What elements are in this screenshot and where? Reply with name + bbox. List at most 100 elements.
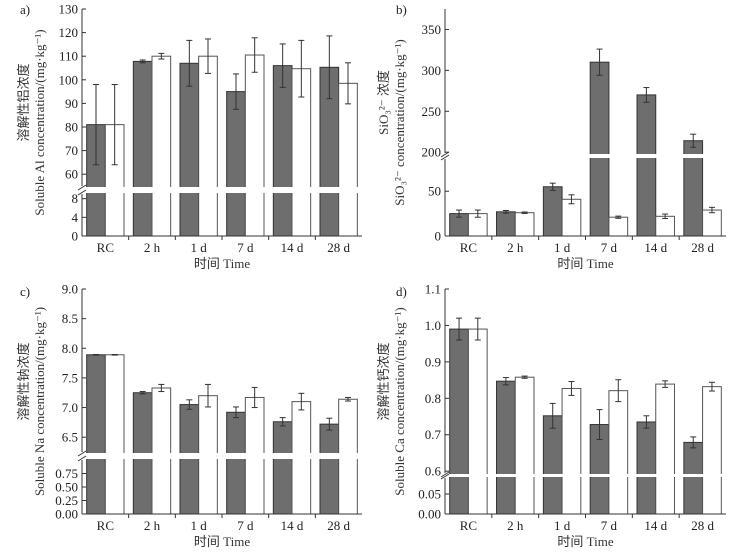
- bar-white-1: [151, 387, 172, 515]
- y-tick-label: 70: [65, 143, 78, 158]
- bar-white-2: [561, 198, 582, 237]
- axis-break-mark: [440, 151, 450, 158]
- y-tick-label: 80: [65, 120, 78, 135]
- y-tick-label: 7.0: [62, 400, 78, 415]
- x-tick-label: 7 d: [237, 240, 254, 255]
- axis-break-band: [80, 453, 364, 459]
- y-tick-label: 0.7: [425, 427, 442, 442]
- axis-break-mark: [77, 184, 87, 191]
- bar-dark-3: [589, 61, 610, 237]
- y-tick-label: 60: [65, 167, 78, 182]
- y-axis-title-en: Soluble Na concentration/(mg·kg⁻¹): [32, 307, 47, 496]
- panel-label: d): [396, 284, 407, 299]
- y-tick-label: 8.5: [62, 311, 78, 326]
- panel-label: a): [20, 2, 30, 17]
- x-tick-label: 1 d: [554, 240, 571, 255]
- y-tick-label: 90: [65, 96, 78, 111]
- bar-dark-1: [496, 211, 516, 237]
- x-tick-label: 28 d: [327, 240, 350, 255]
- axis-break-mark: [77, 450, 87, 457]
- y-tick-label: 4: [72, 210, 79, 225]
- bar-dark-4: [636, 94, 657, 237]
- bar-dark-1: [496, 380, 516, 515]
- x-tick-label: 2 h: [507, 518, 524, 533]
- x-tick-label: 7 d: [237, 518, 254, 533]
- y-axis-title-cn: SiO₃²⁻ 浓度: [376, 70, 391, 135]
- x-tick-label: 28 d: [327, 518, 350, 533]
- y-tick-label: 0.75: [55, 466, 78, 481]
- bar-dark-5: [683, 441, 704, 515]
- bar-white-3: [608, 216, 629, 237]
- y-tick-label: 0.00: [418, 507, 441, 522]
- axis-break-mark: [440, 473, 450, 480]
- x-tick-label: RC: [460, 240, 477, 255]
- x-axis-title: 时间 Time: [557, 534, 613, 549]
- y-tick-label: 0: [435, 229, 442, 244]
- y-tick-label: 130: [59, 2, 79, 17]
- y-axis-title-cn: 溶解性铝浓度: [16, 63, 31, 141]
- bar-dark-4: [272, 421, 293, 515]
- bar-white-2: [198, 55, 218, 237]
- y-tick-label: 0.6: [425, 464, 442, 479]
- x-tick-label: 1 d: [554, 518, 571, 533]
- panel-label: b): [396, 2, 407, 17]
- x-tick-label: RC: [97, 240, 114, 255]
- bar-white-1: [514, 376, 535, 515]
- y-tick-label: 1.1: [425, 282, 441, 297]
- panel-c: RC 2 h 1 d 7 d 14 d 28 d 6.5 7.0 7.5 8.0 8.5 9.0 0.0…: [16, 282, 364, 549]
- y-tick-label: 50: [428, 184, 441, 199]
- axis-break-mark: [77, 189, 87, 196]
- x-tick-label: 2 h: [144, 518, 161, 533]
- panel-label: c): [20, 284, 30, 299]
- panel-d: RC 2 h 1 d 7 d 14 d 28 d 0.6 0.7 0.8 0.9 1.0 1.1 0.0…: [376, 282, 728, 549]
- y-tick-label: 110: [59, 49, 78, 64]
- y-tick-label: 0: [72, 229, 79, 244]
- x-tick-label: 1 d: [191, 518, 208, 533]
- y-tick-label: 0.25: [55, 493, 78, 508]
- bar-white-1: [514, 212, 535, 237]
- y-tick-label: 0.00: [55, 507, 78, 522]
- axis-break-band: [443, 474, 728, 477]
- panel-a: RC 2 h 1 d 7 d 14 d 28 d 60 70 80 90 100 110 120 130 0…: [16, 2, 364, 271]
- y-tick-label: 8.0: [62, 341, 78, 356]
- bar-dark-1: [132, 60, 153, 237]
- y-tick-label: 0.9: [425, 354, 441, 369]
- y-tick-label: 6.5: [62, 430, 78, 445]
- x-axis-title: 时间 Time: [194, 534, 250, 549]
- bar-white-0: [467, 328, 488, 515]
- y-axis-title-cn: 溶解性钙浓度: [376, 342, 391, 420]
- x-tick-label: 2 h: [144, 240, 161, 255]
- x-axis-title: 时间 Time: [194, 256, 250, 271]
- bar-dark-0: [449, 328, 469, 515]
- bar-dark-2: [179, 404, 200, 515]
- x-tick-label: RC: [460, 518, 477, 533]
- bar-dark-5: [319, 423, 340, 515]
- y-tick-label: 350: [422, 22, 442, 37]
- bar-dark-3: [226, 411, 246, 515]
- y-tick-label: 1.0: [425, 318, 441, 333]
- bar-white-0: [104, 354, 125, 515]
- y-axis-title-en: Soluble Al concentration/(mg·kg⁻¹): [32, 29, 47, 215]
- x-tick-label: 28 d: [691, 240, 714, 255]
- x-tick-label: 7 d: [601, 518, 618, 533]
- bar-white-5: [338, 82, 358, 237]
- bar-white-2: [561, 387, 582, 515]
- x-axis-title: 时间 Time: [557, 256, 613, 271]
- y-axis-title-en: SiO₃²⁻ concentration/(mg·kg⁻¹): [392, 39, 407, 206]
- x-tick-label: 1 d: [191, 240, 208, 255]
- y-tick-label: 0.8: [425, 391, 441, 406]
- axis-break-mark: [77, 455, 87, 462]
- x-tick-label: 14 d: [281, 240, 304, 255]
- x-tick-label: 2 h: [507, 240, 524, 255]
- x-tick-label: 14 d: [644, 518, 667, 533]
- bar-white-1: [151, 55, 172, 237]
- axis-break-mark: [440, 471, 450, 478]
- x-tick-label: 28 d: [691, 518, 714, 533]
- y-tick-label: 0.50: [55, 480, 78, 495]
- axis-break-band: [443, 154, 728, 158]
- bar-dark-3: [226, 91, 246, 237]
- y-tick-label: 0.05: [418, 487, 441, 502]
- x-tick-label: 14 d: [644, 240, 667, 255]
- bar-white-4: [655, 383, 675, 515]
